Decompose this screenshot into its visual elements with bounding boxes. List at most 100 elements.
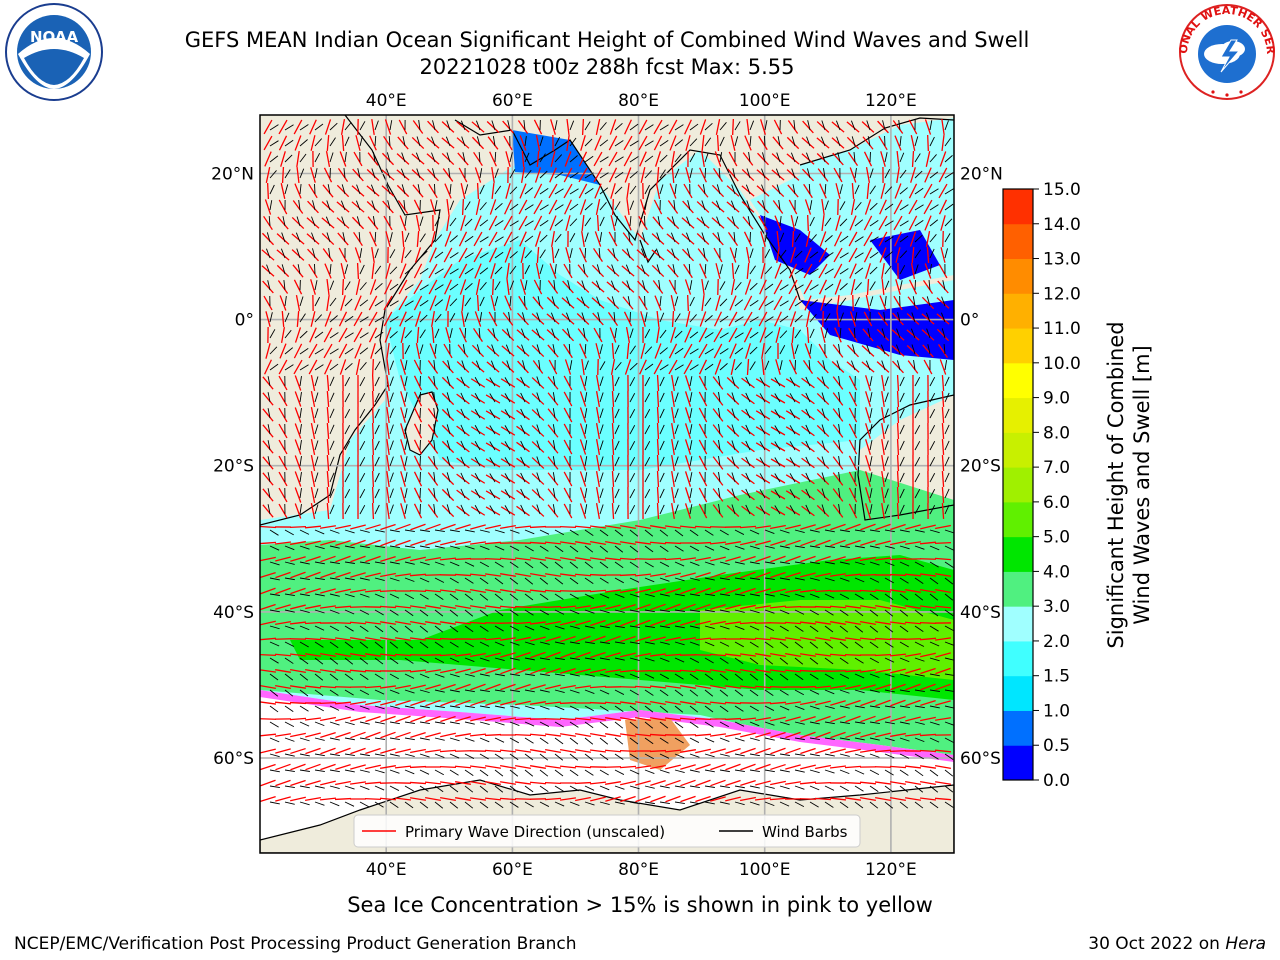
wave-direction-arrow [519, 279, 527, 295]
wave-direction-arrow [589, 557, 607, 561]
wind-barb [539, 529, 550, 535]
arabian-gulf-low-wave [512, 130, 600, 185]
wind-barb [850, 120, 856, 131]
wave-direction-arrow [879, 247, 887, 263]
wind-barb [614, 456, 620, 467]
wind-barb [779, 705, 790, 711]
wind-barb [552, 424, 556, 435]
wave-direction-arrow [500, 667, 516, 675]
wave-direction-arrow [394, 605, 412, 609]
wave-direction-arrow [484, 797, 502, 801]
sri-lanka [639, 239, 657, 264]
wind-barb [404, 408, 408, 419]
wave-direction-arrow [860, 684, 876, 690]
wind-barb [344, 801, 355, 807]
wind-barb [524, 545, 534, 552]
wind-barb [789, 441, 796, 451]
wave-direction-arrow [684, 455, 692, 471]
wave-direction-arrow [326, 438, 330, 456]
wave-direction-arrow [364, 653, 382, 657]
wind-barb [779, 673, 789, 681]
wind-barb [641, 248, 646, 259]
wind-barb [314, 673, 324, 681]
wave-direction-arrow [679, 669, 697, 673]
wave-direction-arrow [941, 374, 945, 392]
wind-barb [809, 545, 820, 549]
wind-barb [629, 488, 636, 499]
wind-barb [899, 529, 910, 533]
wave-direction-arrow [369, 279, 377, 295]
wave-direction-arrow [818, 263, 828, 279]
wind-barb [508, 312, 511, 323]
wave-direction-arrow [893, 295, 903, 311]
wind-barb [494, 609, 504, 617]
wind-barb [449, 593, 459, 601]
wind-barb [944, 172, 954, 179]
wind-barb [764, 120, 768, 131]
wave-direction-arrow [499, 749, 517, 753]
wind-barb [599, 545, 609, 553]
wave-direction-arrow [846, 136, 860, 150]
wind-barb [269, 641, 280, 647]
wave-direction-arrow [815, 572, 831, 578]
wave-direction-arrow [773, 279, 783, 295]
wind-barb [536, 376, 541, 387]
wind-barb [268, 215, 271, 227]
wind-barb [581, 312, 586, 323]
wave-direction-arrow [624, 359, 632, 375]
wave-direction-arrow [665, 636, 681, 642]
wave-direction-arrow [595, 199, 601, 215]
wave-direction-arrow [726, 201, 740, 213]
wave-direction-arrow [575, 541, 591, 545]
wind-barb [374, 456, 380, 467]
wind-barb [280, 248, 286, 259]
wind-barb [884, 673, 895, 678]
wind-barb [584, 232, 589, 243]
wind-barb [838, 472, 841, 483]
colorbar-label-line2: Wind Waves and Swell [m] [1130, 345, 1154, 625]
map-plot-area [260, 115, 954, 853]
wind-barb [869, 296, 874, 307]
wave-direction-arrow [441, 424, 455, 438]
wave-direction-arrow [574, 685, 592, 689]
lat-tick-label-left: 0° [235, 311, 254, 331]
wave-direction-arrow [860, 540, 876, 546]
wind-barb [719, 673, 729, 681]
wind-barb [329, 122, 338, 131]
wind-barb [749, 705, 759, 712]
wave-direction-arrow [326, 470, 330, 488]
wind-barb [689, 364, 699, 371]
wind-barb [838, 376, 841, 387]
wind-barb [284, 593, 295, 596]
wave-direction-arrow [546, 313, 560, 325]
wind-barb [464, 737, 475, 742]
wind-barb [419, 721, 430, 724]
wind-barb [314, 801, 325, 806]
wave-direction-arrow [531, 425, 545, 437]
wind-barb [659, 472, 665, 483]
wave-direction-arrow [280, 327, 286, 343]
wind-barb [569, 561, 579, 569]
wind-barb [839, 593, 850, 600]
wave-direction-arrow [515, 636, 531, 642]
wind-barb [734, 299, 744, 307]
wind-barb [359, 136, 363, 147]
colorbar-swatch [1003, 745, 1033, 781]
madagascar [404, 391, 439, 456]
wind-barb [344, 753, 355, 756]
wind-barb [794, 300, 804, 307]
wind-barb [314, 529, 325, 535]
wind-barb [805, 392, 811, 403]
wave-direction-arrow [427, 488, 439, 502]
wave-direction-arrow [863, 215, 873, 231]
wave-direction-arrow [624, 119, 632, 135]
wave-direction-arrow [364, 685, 382, 689]
wind-barb [281, 264, 286, 275]
wind-barb [779, 344, 786, 355]
wind-barb [551, 328, 556, 339]
wind-barb [415, 152, 421, 163]
wave-direction-arrow [800, 747, 816, 755]
wave-direction-arrow [860, 715, 876, 723]
wind-barb [629, 737, 639, 745]
wind-barb [389, 529, 400, 533]
